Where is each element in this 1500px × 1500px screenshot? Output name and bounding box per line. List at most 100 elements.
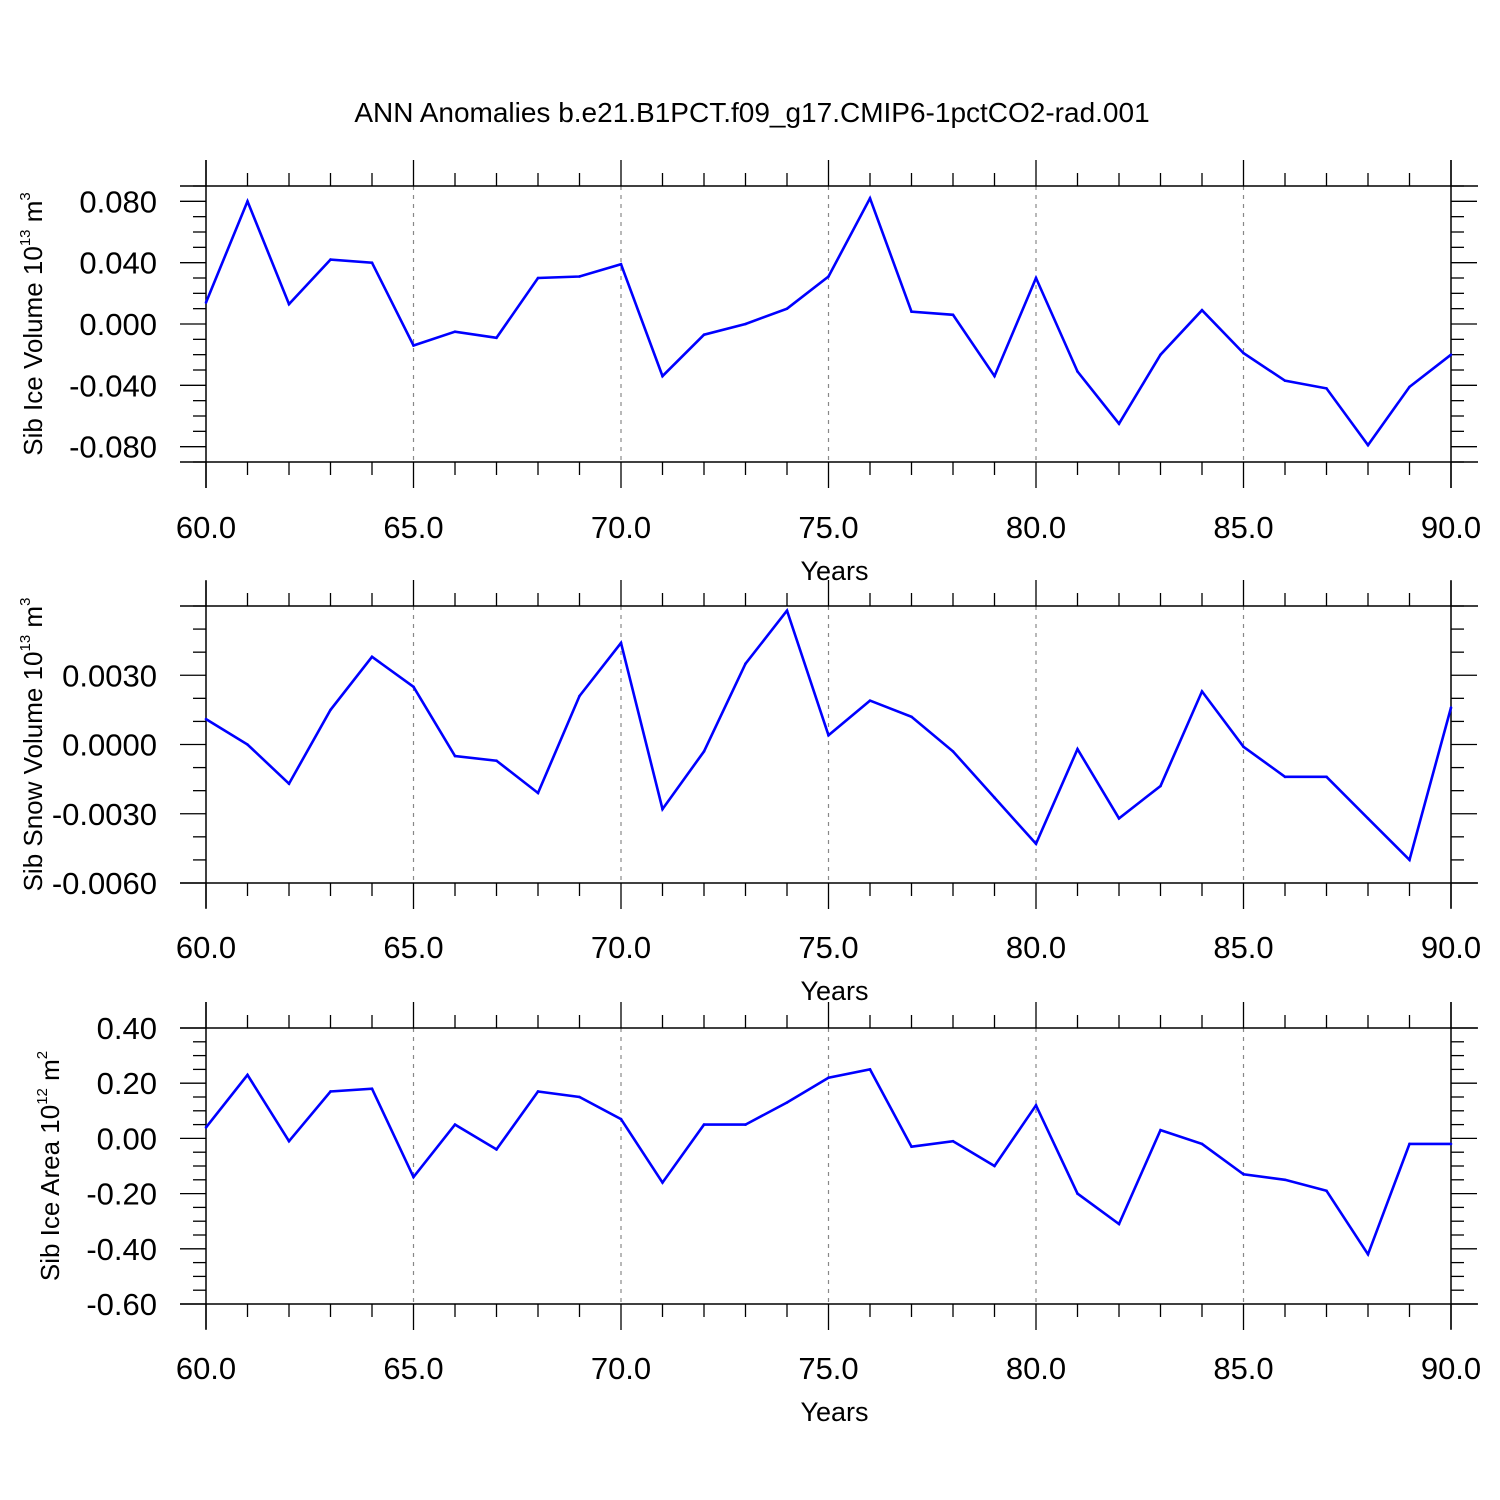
x-tick-label: 90.0: [1421, 510, 1481, 545]
x-tick-label: 90.0: [1421, 930, 1481, 965]
data-point: [785, 609, 789, 612]
data-point: [329, 258, 332, 261]
data-point: [619, 262, 623, 266]
data-point: [1408, 858, 1411, 862]
y-axis-title-text: Sib Ice Volume 10: [18, 246, 48, 456]
y-tick-label: 0.040: [79, 246, 157, 281]
data-point: [204, 1126, 208, 1129]
y-tick-label: 0.20: [97, 1066, 157, 1101]
x-tick-label: 70.0: [591, 510, 651, 545]
y-axis-title-unit: m: [18, 201, 48, 230]
x-tick-label: 75.0: [798, 1351, 858, 1386]
y-axis-title-unit: m: [18, 606, 48, 635]
y-axis-title: Sib Ice Area 1012 m2: [34, 1051, 65, 1281]
data-point: [951, 1139, 955, 1143]
data-point: [1242, 351, 1245, 355]
data-point: [495, 1148, 498, 1151]
data-point: [827, 275, 830, 278]
data-point: [536, 1090, 540, 1093]
data-point: [1325, 1189, 1328, 1193]
x-tick-label: 60.0: [176, 1351, 236, 1386]
x-tick-label: 90.0: [1421, 1351, 1481, 1386]
data-point: [1034, 842, 1038, 846]
data-point: [329, 708, 332, 712]
data-point: [785, 1101, 789, 1104]
y-tick-label: 0.0030: [62, 658, 157, 693]
data-point: [1076, 747, 1079, 751]
data-point: [993, 1164, 996, 1168]
x-tick-label: 60.0: [176, 510, 236, 545]
data-point: [578, 275, 581, 278]
data-point: [1283, 379, 1287, 383]
data-point: [702, 333, 706, 337]
y-axis-title-unit-exponent: 3: [17, 192, 34, 200]
y-ticks: [180, 1027, 1477, 1305]
data-point: [578, 694, 581, 698]
data-point: [785, 307, 789, 310]
data-point: [1117, 817, 1121, 820]
data-point: [246, 200, 249, 203]
data-point: [993, 374, 996, 378]
x-ticks: [205, 160, 1452, 488]
figure-title: ANN Anomalies b.e21.B1PCT.f09_g17.CMIP6-…: [354, 97, 1149, 128]
x-tick-label: 65.0: [383, 510, 443, 545]
x-axis-title: Years: [800, 1397, 868, 1427]
y-axis-title: Sib Snow Volume 1013 m3: [17, 598, 48, 892]
data-point: [1242, 1172, 1245, 1176]
panel-2: 0.0030 0.0000 -0.0030 -0.0060 60.0 65.0 70.0 75…: [17, 580, 1481, 1006]
y-axis-title-unit-exponent: 2: [34, 1051, 51, 1059]
y-tick-label: -0.080: [69, 430, 157, 465]
data-point: [1076, 1192, 1079, 1195]
data-point: [453, 330, 457, 333]
data-point: [1325, 775, 1328, 779]
data-point: [536, 276, 540, 280]
y-tick-label: -0.40: [86, 1232, 157, 1267]
y-tick-label: -0.60: [86, 1287, 157, 1322]
data-point: [287, 302, 291, 306]
data-point: [702, 1123, 706, 1126]
data-point: [1242, 745, 1245, 749]
data-point: [287, 1139, 291, 1143]
data-point: [910, 1145, 913, 1148]
data-point: [495, 336, 498, 340]
data-point: [1200, 690, 1204, 693]
data-point: [661, 1181, 664, 1184]
panel-3: 0.40 0.20 0.00 -0.20 -0.40 -0.60 60.0 65.0 70.0 7…: [34, 1002, 1481, 1427]
y-axis-title-text: Sib Snow Volume 10: [18, 651, 48, 891]
data-point: [1366, 817, 1370, 820]
data-point: [868, 196, 872, 200]
data-point: [204, 301, 208, 304]
x-ticks: [205, 1002, 1452, 1330]
x-tick-label: 80.0: [1006, 510, 1066, 545]
x-tick-label: 60.0: [176, 930, 236, 965]
y-axis-title-exponent: 12: [34, 1088, 51, 1105]
y-tick-label: -0.20: [86, 1177, 157, 1212]
y-tick-label: -0.040: [69, 368, 157, 403]
data-point: [702, 750, 706, 753]
x-tick-label: 70.0: [591, 1351, 651, 1386]
data-point: [910, 715, 913, 719]
data-point: [993, 796, 996, 799]
data-point: [495, 759, 498, 762]
data-point: [868, 699, 872, 702]
y-axis-title-unit-exponent: 3: [17, 598, 34, 606]
data-point: [1159, 784, 1162, 788]
data-point: [661, 374, 664, 378]
data-point: [204, 717, 208, 721]
x-axis-title: Years: [800, 556, 868, 586]
data-point: [744, 1123, 747, 1126]
data-point: [1449, 1142, 1453, 1146]
data-point: [1366, 443, 1370, 447]
x-tick-label: 75.0: [798, 930, 858, 965]
data-point: [1366, 1253, 1370, 1256]
data-point: [1200, 308, 1204, 312]
y-axis-title-exponent: 13: [17, 635, 34, 652]
y-axis-title-unit: m: [35, 1059, 65, 1088]
y-tick-label: 0.080: [79, 184, 157, 219]
data-point: [246, 743, 249, 746]
x-tick-label: 85.0: [1213, 510, 1273, 545]
y-axis-title-exponent: 13: [17, 229, 34, 246]
data-point: [1159, 1128, 1162, 1132]
data-point: [1034, 276, 1038, 280]
